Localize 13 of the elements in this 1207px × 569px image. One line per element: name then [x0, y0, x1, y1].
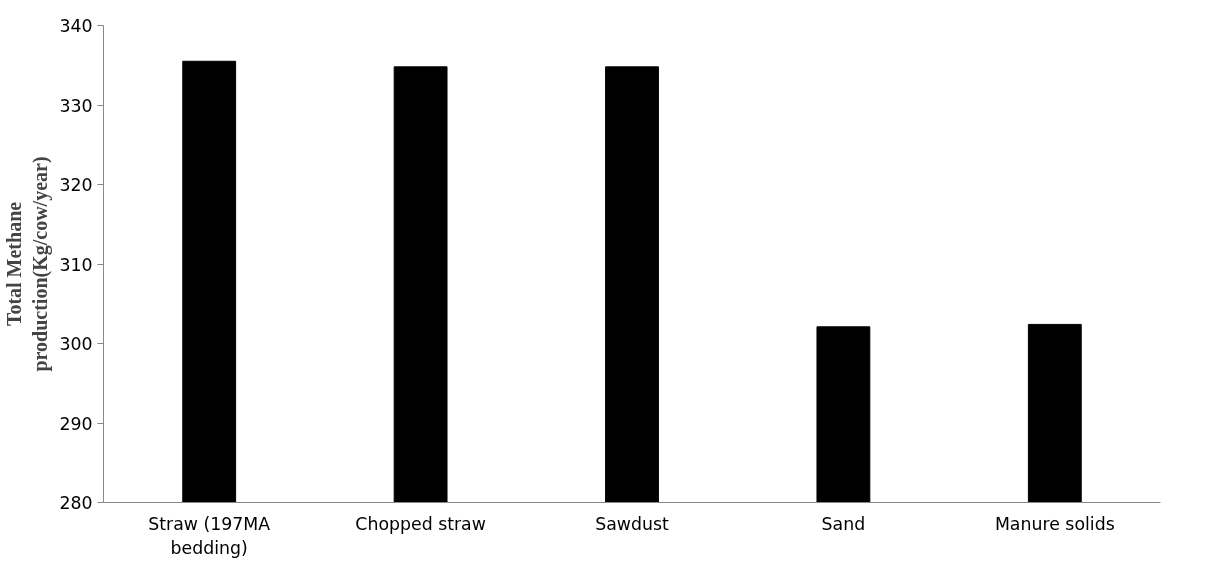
- y-axis-title: Total Methane production(Kg/cow/year): [3, 156, 53, 372]
- y-tick-label: 300: [59, 334, 93, 354]
- y-tick-label: 330: [59, 95, 93, 116]
- x-tick-label: Sawdust: [595, 513, 669, 534]
- x-tick-label: Sand: [821, 513, 866, 534]
- y-tick-label: 340: [59, 16, 93, 36]
- x-tick-label: Straw (197MA bedding): [148, 513, 271, 558]
- y-tick-label: 290: [59, 413, 93, 434]
- y-tick-label: 280: [59, 493, 93, 513]
- x-tick-label: Chopped straw: [355, 513, 486, 534]
- y-tick-label: 320: [59, 175, 93, 195]
- y-tick-label: 310: [59, 254, 93, 275]
- x-tick-label: Manure solids: [994, 513, 1115, 534]
